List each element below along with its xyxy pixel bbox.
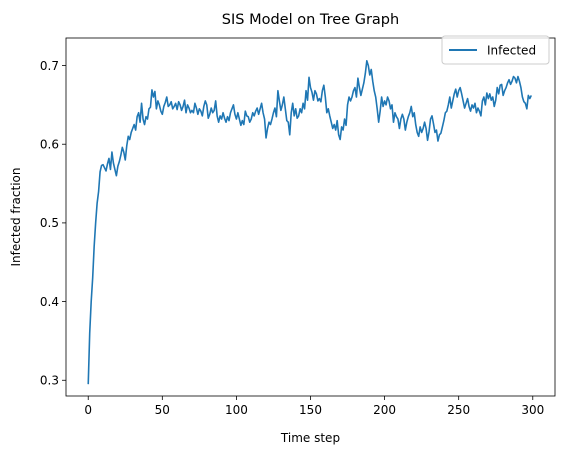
- series-layer: [87, 60, 533, 385]
- chart-title: SIS Model on Tree Graph: [222, 12, 399, 28]
- y-tick-label: 0.6: [40, 138, 59, 152]
- x-axis-label: Time step: [280, 431, 340, 445]
- x-tick-label: 50: [155, 403, 170, 417]
- x-tick-label: 100: [225, 403, 248, 417]
- x-tick-label: 250: [447, 403, 470, 417]
- x-tick-label: 300: [521, 403, 544, 417]
- legend: Infected: [441, 35, 550, 65]
- legend-label: Infected: [487, 44, 536, 58]
- y-axis-ticks: 0.3 0.4 0.5 0.6 0.7: [40, 59, 66, 388]
- y-tick-label: 0.7: [40, 59, 59, 73]
- y-axis-label: Infected fraction: [9, 168, 23, 267]
- x-tick-label: 0: [84, 403, 92, 417]
- y-tick-label: 0.3: [40, 374, 59, 388]
- legend-box: [441, 35, 550, 65]
- x-axis-ticks: 0 50 100 150 200 250 300: [84, 396, 544, 417]
- x-tick-label: 200: [373, 403, 396, 417]
- x-tick-label: 150: [299, 403, 322, 417]
- plot-area: [65, 37, 556, 397]
- y-tick-label: 0.5: [40, 216, 59, 230]
- y-tick-label: 0.4: [40, 295, 59, 309]
- axes-frame: [65, 37, 556, 397]
- series-line-infected: [87, 60, 533, 385]
